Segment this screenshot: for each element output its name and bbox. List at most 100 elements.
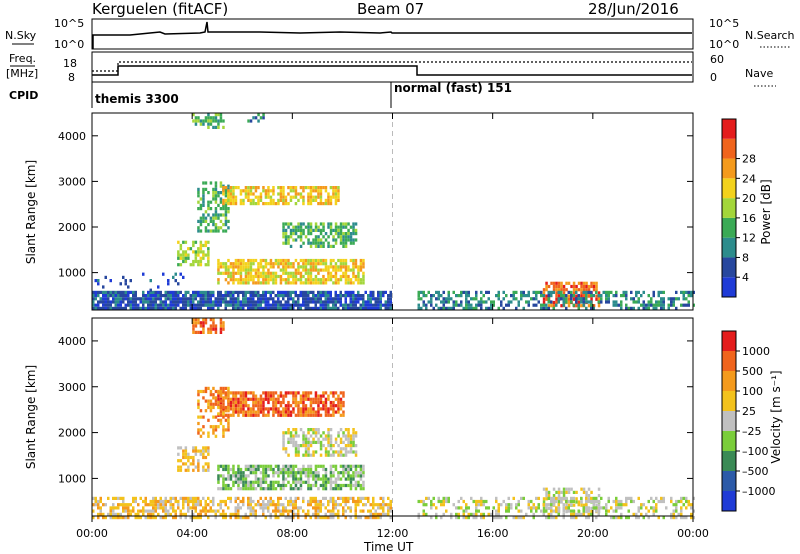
heatmap-cell bbox=[204, 386, 208, 390]
heatmap-cell bbox=[445, 509, 448, 513]
heatmap-cell bbox=[207, 122, 210, 126]
heatmap-cell bbox=[164, 503, 167, 507]
heatmap-cell bbox=[317, 294, 320, 298]
heatmap-cell bbox=[352, 262, 355, 266]
heatmap-cell bbox=[670, 297, 673, 301]
heatmap-cell bbox=[645, 303, 648, 307]
heatmap-cell bbox=[292, 499, 295, 504]
heatmap-cell bbox=[172, 509, 175, 513]
heatmap-cell bbox=[164, 300, 167, 304]
heatmap-cell bbox=[620, 294, 623, 298]
heatmap-cell bbox=[354, 450, 358, 454]
heatmap-cell bbox=[297, 265, 300, 269]
heatmap-cell bbox=[334, 225, 338, 229]
heatmap-cell bbox=[420, 290, 423, 294]
heatmap-cell bbox=[259, 303, 262, 307]
heatmap-cell bbox=[572, 509, 575, 513]
heatmap-cell bbox=[302, 509, 305, 513]
heatmap-cell bbox=[187, 452, 190, 456]
heatmap-cell bbox=[267, 509, 270, 513]
heatmap-cell bbox=[582, 303, 585, 307]
heatmap-cell bbox=[457, 506, 460, 510]
heatmap-cell bbox=[615, 503, 618, 507]
heatmap-cell bbox=[212, 431, 215, 435]
heatmap-cell bbox=[552, 494, 556, 498]
heatmap-cell bbox=[314, 228, 318, 232]
heatmap-cell bbox=[149, 306, 152, 310]
heatmap-cell bbox=[207, 399, 210, 403]
heatmap-cell bbox=[164, 297, 167, 301]
heatmap-cell bbox=[107, 294, 110, 298]
heatmap-cell bbox=[157, 290, 160, 294]
heatmap-cell bbox=[352, 265, 355, 269]
heatmap-cell bbox=[307, 238, 310, 242]
heatmap-cell bbox=[99, 290, 102, 294]
heatmap-cell bbox=[199, 303, 202, 307]
heatmap-cell bbox=[104, 275, 107, 279]
heatmap-cell bbox=[314, 300, 317, 304]
heatmap-cell bbox=[339, 397, 343, 401]
heatmap-cell bbox=[287, 303, 290, 307]
heatmap-cell bbox=[322, 464, 325, 468]
heatmap-cell bbox=[242, 477, 245, 481]
heatmap-cell bbox=[142, 306, 145, 310]
heatmap-cell bbox=[314, 225, 318, 229]
heatmap-cell bbox=[342, 303, 345, 307]
heatmap-cell bbox=[199, 452, 203, 456]
colorbar-tick-label: 4 bbox=[742, 271, 749, 284]
heatmap-cell bbox=[267, 290, 270, 294]
heatmap-cell bbox=[207, 223, 210, 227]
heatmap-cell bbox=[252, 192, 255, 196]
heatmap-cell bbox=[124, 290, 127, 294]
heatmap-cell bbox=[304, 480, 308, 484]
heatmap-cell bbox=[542, 497, 546, 501]
heatmap-cell bbox=[214, 330, 218, 334]
heatmap-cell bbox=[322, 437, 325, 441]
heatmap-cell bbox=[264, 516, 267, 520]
heatmap-cell bbox=[204, 321, 208, 325]
heatmap-cell bbox=[207, 290, 210, 294]
heatmap-cell bbox=[317, 477, 320, 481]
heatmap-cell bbox=[369, 297, 372, 301]
heatmap-cell bbox=[232, 195, 235, 199]
heatmap-cell bbox=[234, 471, 238, 475]
heatmap-cell bbox=[287, 192, 290, 196]
heatmap-cell bbox=[267, 281, 270, 285]
heatmap-cell bbox=[209, 327, 213, 331]
heatmap-cell bbox=[349, 450, 353, 454]
heatmap-cell bbox=[292, 300, 295, 304]
heatmap-cell bbox=[144, 499, 147, 504]
heatmap-cell bbox=[359, 509, 362, 513]
heatmap-cell bbox=[234, 480, 238, 484]
heatmap-cell bbox=[257, 195, 260, 199]
heatmap-cell bbox=[194, 303, 197, 307]
heatmap-cell bbox=[304, 225, 308, 229]
heatmap-cell bbox=[490, 512, 493, 516]
heatmap-cell bbox=[349, 487, 353, 491]
heatmap-cell bbox=[312, 238, 315, 242]
heatmap-cell bbox=[249, 303, 252, 307]
heatmap-cell bbox=[362, 509, 365, 513]
heatmap-cell bbox=[334, 195, 338, 199]
heatmap-cell bbox=[319, 202, 323, 206]
heatmap-cell bbox=[304, 294, 307, 298]
heatmap-cell bbox=[272, 483, 275, 488]
heatmap-cell bbox=[137, 516, 140, 520]
heatmap-cell bbox=[317, 397, 320, 401]
heatmap-cell bbox=[349, 238, 353, 242]
heatmap-cell bbox=[157, 294, 160, 298]
heatmap-cell bbox=[179, 459, 183, 463]
heatmap-cell bbox=[354, 464, 358, 468]
heatmap-cell bbox=[289, 265, 293, 269]
heatmap-cell bbox=[127, 509, 130, 513]
heatmap-cell bbox=[327, 480, 330, 484]
heatmap-cell bbox=[442, 300, 445, 304]
heatmap-cell bbox=[254, 306, 257, 310]
heatmap-cell bbox=[329, 222, 333, 226]
heatmap-cell bbox=[197, 247, 200, 251]
heatmap-cell bbox=[249, 413, 253, 417]
heatmap-cell bbox=[512, 294, 515, 298]
heatmap-cell bbox=[359, 303, 362, 307]
heatmap-cell bbox=[630, 306, 633, 310]
heatmap-cell bbox=[247, 391, 250, 395]
